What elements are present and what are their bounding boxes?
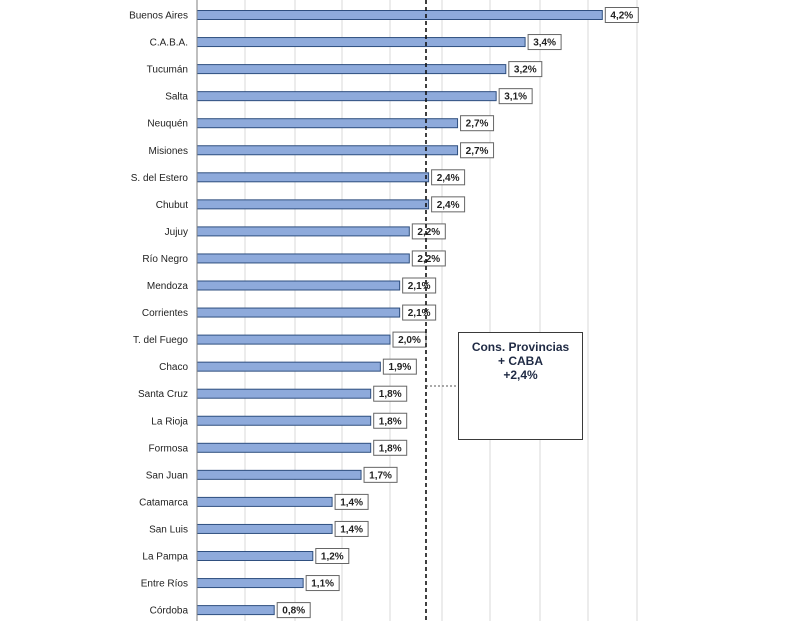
value-label-box (527, 34, 562, 51)
value-label: 0,8% (282, 606, 305, 617)
category-label: Misiones (149, 146, 188, 157)
value-label-box (276, 602, 311, 619)
value-label: 1,8% (379, 389, 402, 400)
value-label-box (315, 548, 350, 564)
value-label-box (460, 115, 495, 132)
value-label: 2,7% (466, 119, 489, 130)
value-label-box (334, 493, 369, 510)
category-label: Santa Cruz (138, 389, 188, 400)
category-label: San Luis (149, 524, 188, 535)
value-label-box (604, 7, 639, 23)
value-label: 1,8% (379, 443, 402, 454)
value-label-box (373, 439, 408, 456)
bar (196, 523, 333, 534)
value-label: 1,7% (369, 470, 392, 481)
bar (196, 307, 401, 318)
bar (196, 37, 526, 48)
bar (196, 469, 362, 480)
category-label: La Rioja (151, 416, 188, 427)
value-label: 1,8% (379, 416, 402, 427)
value-label-box (305, 575, 340, 592)
bar (196, 91, 497, 102)
bar (196, 10, 603, 20)
value-label-box (431, 196, 466, 213)
bar (196, 280, 401, 291)
bar (196, 334, 391, 345)
category-label: Salta (165, 92, 188, 103)
value-label: 2,0% (398, 335, 421, 346)
category-label: Tucumán (147, 65, 188, 76)
category-label: Entre Ríos (141, 579, 188, 590)
value-label: 1,4% (340, 524, 363, 535)
value-label-box (363, 466, 398, 483)
bar (196, 388, 372, 399)
value-label: 3,2% (514, 65, 537, 76)
category-label: S. del Estero (131, 173, 189, 184)
bar (196, 415, 372, 426)
value-label-box (498, 88, 533, 105)
category-label: Río Negro (142, 254, 188, 265)
category-label: La Pampa (142, 552, 188, 563)
bar (196, 578, 304, 589)
category-label: Corrientes (142, 308, 188, 319)
value-label: 4,2% (610, 11, 633, 22)
category-label: Formosa (149, 443, 189, 454)
bar (196, 442, 372, 453)
value-label-box (411, 223, 446, 240)
category-label: Córdoba (150, 606, 189, 617)
bar (196, 145, 459, 156)
value-label: 2,2% (417, 227, 440, 238)
callout-line-2: + CABA (497, 354, 543, 368)
value-label: 2,1% (408, 308, 431, 319)
bar (196, 253, 410, 264)
value-label-box (373, 412, 408, 429)
value-label-box (402, 304, 437, 321)
value-label: 3,1% (504, 92, 527, 103)
value-label-box (373, 385, 408, 402)
value-label-box (508, 61, 543, 78)
value-label: 1,4% (340, 497, 363, 508)
bar (196, 118, 459, 129)
bar (196, 605, 275, 616)
value-label: 2,4% (437, 173, 460, 184)
value-label-box (431, 169, 466, 186)
value-label-box (411, 250, 446, 267)
bar (196, 199, 430, 210)
category-label: T. del Fuego (133, 335, 188, 346)
value-label-box (402, 277, 437, 294)
callout-line-1: Cons. Provincias (471, 340, 570, 354)
bar (196, 551, 314, 561)
value-label: 2,7% (466, 146, 489, 157)
bar (196, 172, 430, 183)
bar (196, 361, 381, 372)
value-label: 2,4% (437, 200, 460, 211)
category-label: Chaco (159, 362, 188, 373)
value-label: 3,4% (533, 38, 556, 49)
callout-line-3: +2,4% (503, 368, 538, 382)
value-label-box (460, 142, 495, 159)
average-callout-box: Cons. Provincias + CABA +2,4% (458, 332, 583, 440)
bar (196, 64, 507, 75)
category-label: Jujuy (165, 227, 188, 238)
category-label: C.A.B.A. (150, 38, 188, 49)
category-label: Buenos Aires (129, 11, 188, 22)
value-label: 2,2% (417, 254, 440, 265)
bar (196, 226, 410, 237)
value-label-box (382, 358, 417, 375)
category-label: Chubut (156, 200, 188, 211)
value-label: 1,9% (388, 362, 411, 373)
category-label: Catamarca (139, 497, 188, 508)
value-label: 2,1% (408, 281, 431, 292)
value-label-box (334, 520, 369, 537)
value-label: 1,1% (311, 579, 334, 590)
category-label: Neuquén (147, 119, 188, 130)
value-label: 1,2% (321, 552, 344, 563)
category-label: Mendoza (147, 281, 189, 292)
bar (196, 496, 333, 507)
category-label: San Juan (146, 470, 188, 481)
